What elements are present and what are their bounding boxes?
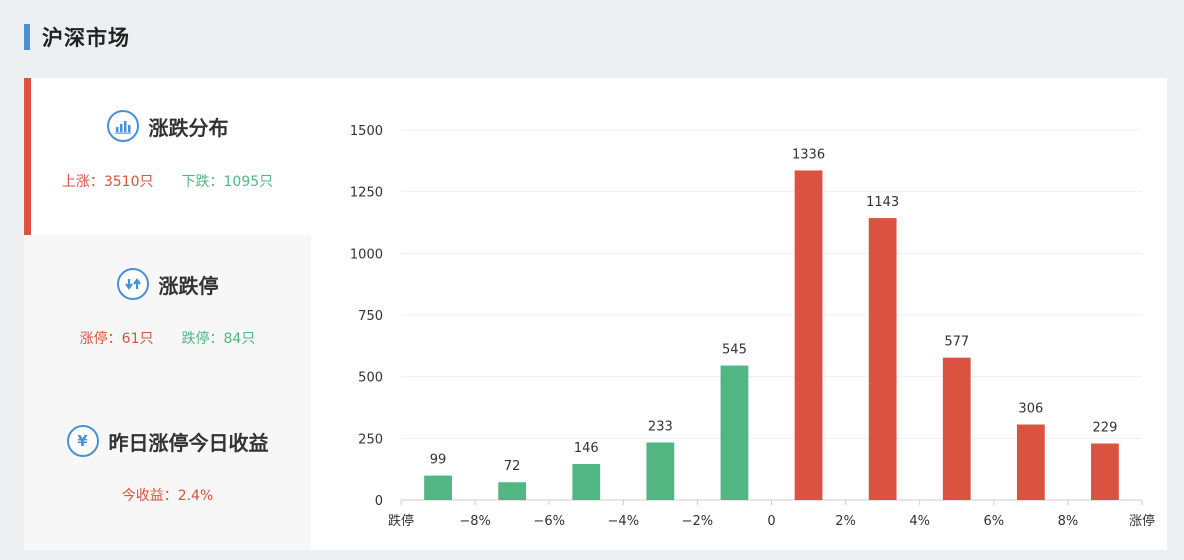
y-tick-label: 1250	[350, 186, 383, 201]
bar-value-label: 545	[722, 343, 747, 358]
rise-count: 上涨：3510只	[61, 174, 154, 190]
x-tick-label: 涨停	[1129, 513, 1155, 529]
sidebar: 涨跌分布 上涨：3510只 下跌：1095只 涨跌停 涨停：61只 跌停：84只	[24, 78, 311, 550]
bar	[1091, 443, 1119, 500]
x-tick-label: 0	[767, 514, 775, 529]
x-tick-label: −2%	[682, 514, 714, 529]
bar	[794, 170, 823, 500]
bar-value-label: 306	[1018, 402, 1043, 417]
x-tick-label: −8%	[459, 514, 491, 529]
y-tick-label: 250	[358, 432, 383, 447]
tab-label: 涨跌分布	[148, 115, 229, 140]
yuan-icon: ¥	[66, 425, 99, 457]
today-return: 今收益：2.4%	[121, 488, 214, 504]
tab-label: 涨跌停	[158, 273, 219, 298]
x-tick-label: 跌停	[388, 513, 414, 529]
x-tick-label: −6%	[533, 514, 565, 529]
x-tick-label: 2%	[835, 514, 856, 529]
bar-value-label: 146	[574, 441, 599, 456]
bar	[942, 357, 971, 500]
bar-value-label: 99	[430, 453, 447, 468]
y-tick-label: 750	[358, 309, 383, 324]
bar-chart-icon	[106, 110, 139, 142]
tab-limit-up-down[interactable]: 涨跌停 涨停：61只 跌停：84只	[24, 235, 311, 392]
bar	[720, 365, 749, 500]
fall-count: 下跌：1095只	[181, 174, 274, 190]
y-tick-label: 1500	[350, 124, 383, 139]
bar	[424, 475, 452, 500]
x-tick-label: 4%	[909, 514, 930, 529]
bar-value-label: 233	[648, 420, 673, 435]
bar-value-label: 229	[1093, 421, 1118, 436]
limit-up-count: 涨停：61只	[79, 331, 154, 347]
bar	[1016, 424, 1045, 500]
tab-stats: 涨停：61只 跌停：84只	[24, 328, 311, 348]
bar	[868, 218, 897, 500]
market-panel: 涨跌分布 上涨：3510只 下跌：1095只 涨跌停 涨停：61只 跌停：84只	[24, 78, 1167, 550]
y-tick-label: 500	[358, 371, 383, 386]
bar	[572, 463, 601, 500]
section-accent-bar	[24, 24, 30, 50]
bar-value-label: 72	[504, 459, 521, 474]
tab-stats: 上涨：3510只 下跌：1095只	[24, 171, 311, 191]
limit-down-count: 跌停：84只	[181, 331, 256, 347]
x-tick-label: 8%	[1058, 514, 1079, 529]
x-tick-label: −4%	[608, 514, 640, 529]
distribution-chart: 0 250 500 750 1000 1250 1500 跌停 −8% −6% −4% −2% 0 2% 4…	[311, 78, 1167, 550]
distribution-chart-svg: 0 250 500 750 1000 1250 1500 跌停 −8% −6% −4% −2% 0 2% 4…	[350, 124, 1155, 529]
bar-value-label: 577	[944, 335, 969, 350]
section-title: 沪深市场	[42, 26, 130, 50]
up-down-arrows-icon	[116, 268, 149, 300]
tab-yesterday-limit-up-return[interactable]: ¥ 昨日涨停今日收益 今收益：2.4%	[24, 392, 311, 550]
tab-label: 昨日涨停今日收益	[108, 430, 269, 455]
bar-value-label: 1143	[866, 195, 899, 210]
y-tick-label: 1000	[350, 247, 383, 262]
y-tick-label: 0	[375, 494, 383, 509]
bar	[646, 442, 675, 500]
section-header: 沪深市场	[24, 22, 130, 52]
bar-value-label: 1336	[792, 147, 825, 162]
x-tick-label: 6%	[983, 514, 1004, 529]
tab-stats: 今收益：2.4%	[24, 485, 311, 505]
bar	[498, 482, 527, 500]
tab-rise-fall-distribution[interactable]: 涨跌分布 上涨：3510只 下跌：1095只	[24, 78, 311, 235]
